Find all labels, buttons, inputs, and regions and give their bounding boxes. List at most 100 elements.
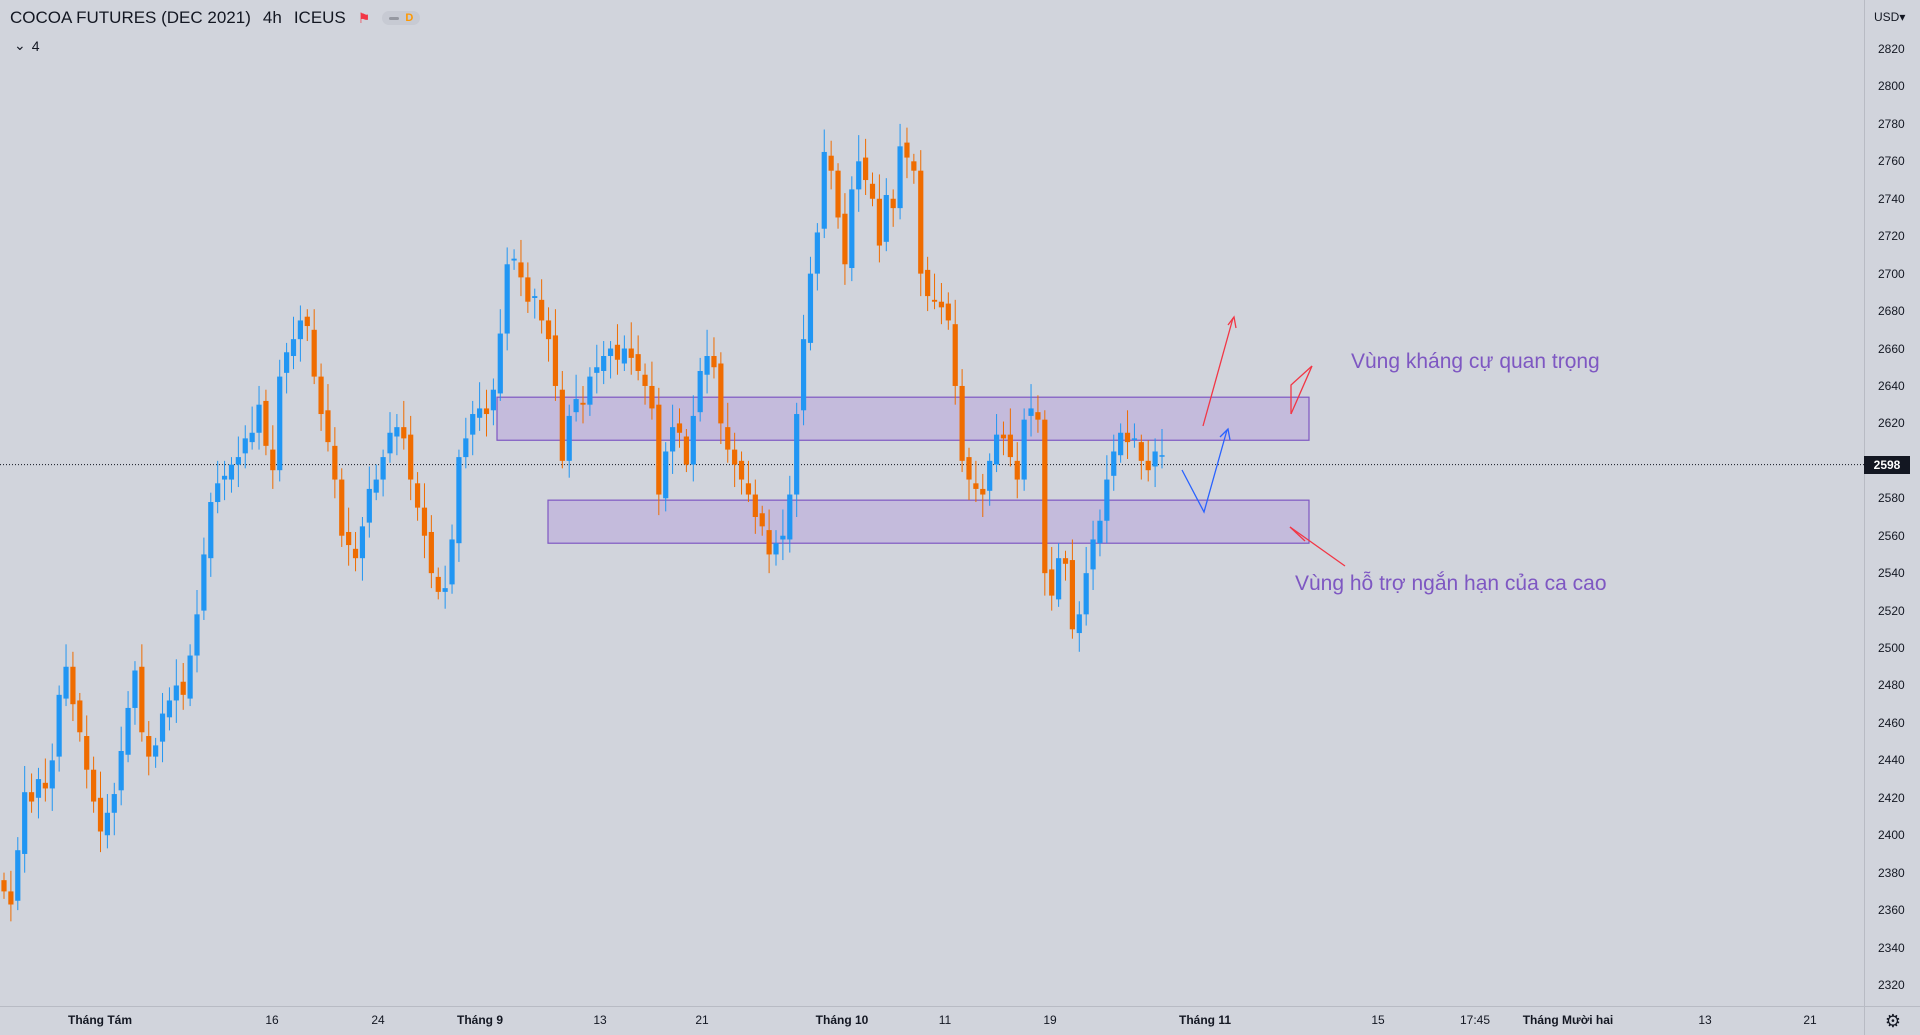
candle[interactable]	[628, 322, 634, 375]
candle[interactable]	[187, 644, 193, 707]
candle[interactable]	[1118, 423, 1124, 463]
candle[interactable]	[683, 429, 689, 473]
candle[interactable]	[642, 363, 648, 405]
candle[interactable]	[139, 644, 145, 742]
candle[interactable]	[166, 687, 173, 731]
candle[interactable]	[15, 837, 21, 911]
candle[interactable]	[42, 758, 48, 802]
candle[interactable]	[463, 417, 469, 469]
candle[interactable]	[766, 509, 772, 574]
candle[interactable]	[428, 515, 434, 589]
candle[interactable]	[1035, 395, 1041, 433]
candlestick-chart[interactable]	[0, 0, 1864, 1006]
candle[interactable]	[70, 651, 76, 722]
candle[interactable]	[1159, 429, 1165, 469]
candle[interactable]	[470, 400, 476, 456]
blue-path-arrowhead[interactable]	[1219, 427, 1231, 441]
candle[interactable]	[518, 239, 524, 297]
candle[interactable]	[208, 492, 214, 577]
candle[interactable]	[525, 262, 531, 313]
candle[interactable]	[532, 288, 538, 319]
candle[interactable]	[435, 567, 441, 600]
candle[interactable]	[359, 517, 366, 581]
candle[interactable]	[876, 174, 882, 263]
candle[interactable]	[759, 505, 765, 536]
candle[interactable]	[373, 464, 379, 501]
candle[interactable]	[1104, 455, 1110, 544]
candle[interactable]	[552, 309, 559, 401]
candle[interactable]	[931, 273, 938, 310]
candle[interactable]	[132, 661, 138, 725]
candle[interactable]	[284, 342, 290, 394]
candle[interactable]	[621, 335, 627, 371]
candle[interactable]	[649, 361, 655, 420]
candle[interactable]	[242, 425, 248, 469]
candle[interactable]	[270, 425, 276, 489]
candle[interactable]	[352, 531, 359, 572]
candle[interactable]	[863, 138, 869, 196]
candle[interactable]	[690, 395, 696, 482]
candle[interactable]	[752, 479, 758, 534]
chart-area[interactable]	[0, 0, 1864, 1006]
candle[interactable]	[890, 189, 896, 227]
candle[interactable]	[442, 565, 448, 609]
candle[interactable]	[221, 460, 228, 501]
blue-path-arrow[interactable]	[1181, 429, 1228, 514]
candle[interactable]	[201, 537, 207, 620]
candle[interactable]	[366, 466, 372, 538]
candle[interactable]	[8, 870, 14, 922]
candle[interactable]	[594, 344, 600, 394]
candle[interactable]	[504, 247, 510, 351]
candle[interactable]	[959, 369, 965, 473]
candle[interactable]	[938, 283, 945, 325]
candle[interactable]	[118, 726, 124, 806]
candle[interactable]	[1083, 546, 1089, 626]
candle[interactable]	[380, 449, 386, 497]
candle[interactable]	[332, 427, 338, 499]
red-breakout-arrow[interactable]	[1202, 317, 1234, 427]
candle[interactable]	[545, 307, 552, 362]
candle[interactable]	[807, 256, 814, 351]
candle[interactable]	[993, 414, 1000, 473]
candle[interactable]	[1062, 550, 1069, 581]
candle[interactable]	[1069, 539, 1075, 639]
candle[interactable]	[477, 382, 483, 431]
candle[interactable]	[573, 374, 579, 422]
candle[interactable]	[587, 367, 593, 416]
candle[interactable]	[1076, 601, 1082, 652]
candle[interactable]	[718, 352, 724, 444]
candle[interactable]	[980, 473, 986, 517]
candle[interactable]	[263, 389, 269, 456]
candle[interactable]	[704, 329, 710, 394]
candle[interactable]	[449, 524, 455, 594]
candle[interactable]	[614, 324, 621, 375]
candle[interactable]	[1000, 421, 1007, 456]
candle[interactable]	[311, 309, 317, 385]
candle[interactable]	[91, 756, 97, 813]
candle[interactable]	[1124, 410, 1131, 459]
candle[interactable]	[580, 385, 586, 424]
candle[interactable]	[966, 447, 972, 501]
candle[interactable]	[22, 765, 28, 873]
candle[interactable]	[483, 389, 490, 437]
candle[interactable]	[1007, 408, 1013, 467]
candle[interactable]	[35, 767, 42, 819]
candle[interactable]	[77, 692, 83, 742]
candle[interactable]	[794, 402, 800, 517]
candle[interactable]	[194, 590, 200, 673]
candle[interactable]	[635, 335, 641, 381]
candle[interactable]	[346, 507, 352, 566]
candle[interactable]	[235, 436, 241, 488]
candle[interactable]	[835, 163, 841, 229]
candle[interactable]	[842, 193, 848, 285]
candle[interactable]	[1145, 440, 1151, 482]
candle[interactable]	[325, 384, 331, 452]
candle[interactable]	[849, 176, 855, 282]
candle[interactable]	[559, 370, 565, 469]
candle[interactable]	[456, 449, 462, 562]
candle[interactable]	[159, 692, 166, 763]
candle[interactable]	[697, 357, 703, 422]
candle[interactable]	[918, 150, 924, 297]
candle[interactable]	[28, 773, 35, 813]
candle[interactable]	[180, 663, 186, 710]
